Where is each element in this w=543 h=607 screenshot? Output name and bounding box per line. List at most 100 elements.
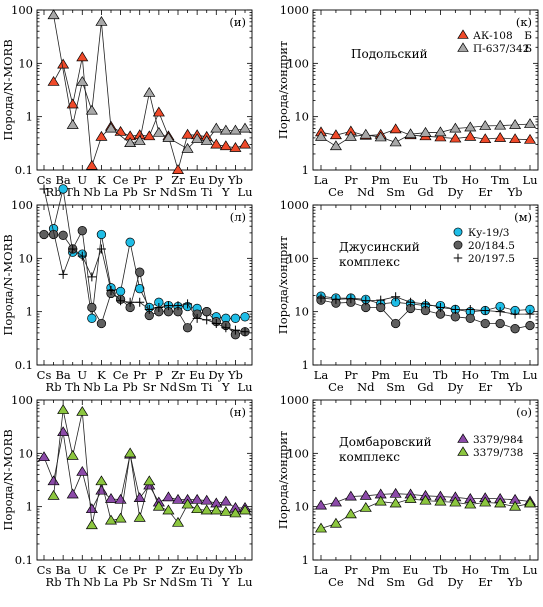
x-tick-label: Lu: [237, 185, 252, 199]
data-point: [480, 318, 490, 329]
plot-frame: [36, 399, 253, 561]
series-m-3: [316, 292, 535, 319]
x-tick-label: Lu: [522, 368, 537, 382]
x-tick-label: Ce: [328, 185, 344, 199]
data-point: [143, 475, 156, 486]
x-tick-label: Lu: [237, 575, 252, 589]
x-tick-label: Sm: [386, 575, 405, 589]
y-tick-label: 0.1: [15, 553, 33, 567]
data-point: [374, 495, 387, 506]
series-i-1: [47, 51, 252, 174]
data-point: [210, 138, 223, 149]
x-tick-label: Eu: [189, 368, 205, 382]
y-tick-label: 10: [18, 446, 33, 460]
x-tick-label: Lu: [522, 173, 537, 187]
data-point: [144, 304, 154, 314]
x-tick-label: Th: [65, 380, 81, 394]
x-tick-label: Yb: [507, 185, 523, 199]
data-point: [219, 495, 232, 506]
x-tick-label: U: [77, 368, 87, 382]
series-o-1: [314, 487, 537, 510]
x-tick-label: Eu: [403, 173, 419, 187]
x-tick-label: Zr: [171, 368, 185, 382]
x-tick-label: Tm: [491, 368, 510, 382]
x-tick-label: Pb: [123, 575, 138, 589]
panel-m: 1000 100 10 1 La Pr Pm Eu Tb Ho Tm Lu Ce Nd Sm Gd Dy Er Yb…: [276, 198, 539, 394]
x-tick-label: Dy: [447, 380, 463, 394]
data-point: [163, 301, 173, 311]
data-point: [344, 508, 357, 519]
panel-o: 1000 100 10 1 La Pr Pm Eu Tb Ho Tm Lu Ce Nd Sm Gd Dy Er Yb…: [276, 393, 539, 589]
x-tick-label: Pr: [133, 563, 147, 577]
x-tick-label: Ho: [462, 173, 479, 187]
data-point: [104, 493, 118, 503]
data-point: [221, 323, 231, 333]
x-tick-label: Ti: [201, 575, 213, 589]
legend-marker: [457, 42, 469, 52]
x-tick-label: Yb: [507, 575, 523, 589]
y-axis-label: Порода/N-MORB: [1, 429, 15, 530]
x-tick-label: Nd: [357, 380, 375, 394]
x-tick-label: La: [314, 368, 329, 382]
data-point: [133, 511, 146, 522]
data-point: [316, 293, 326, 303]
data-point: [495, 318, 505, 329]
legend-entry: 3379/984: [457, 433, 524, 446]
data-point: [238, 122, 252, 133]
data-point: [509, 119, 522, 129]
data-point: [494, 497, 507, 508]
legend-code: Б: [524, 43, 532, 55]
data-point: [77, 226, 87, 236]
data-point: [229, 141, 242, 152]
x-tick-label: Eu: [189, 173, 205, 187]
panel-label: (л): [230, 210, 246, 224]
x-tick-label: Ho: [462, 368, 479, 382]
x-tick-label: Ti: [201, 185, 213, 199]
data-point: [152, 106, 165, 117]
y-tick-label: 1000: [280, 393, 309, 407]
data-point: [480, 306, 490, 316]
x-tick-label: Pb: [123, 185, 138, 199]
x-tick-label: Nb: [83, 185, 100, 199]
data-point: [77, 251, 87, 261]
data-point: [464, 498, 477, 509]
data-point: [58, 269, 68, 279]
x-tick-label: Eu: [403, 563, 419, 577]
data-point: [210, 122, 223, 133]
y-tick-label: 100: [11, 198, 33, 212]
x-tick-label: Dy: [208, 368, 224, 382]
data-point: [346, 294, 356, 304]
data-point: [406, 297, 416, 307]
x-tick-label: Rb: [46, 185, 62, 199]
panel-label: (о): [516, 405, 532, 419]
y-tick-label: 10: [294, 110, 309, 124]
data-point: [47, 475, 60, 486]
x-tick-label: Yb: [227, 173, 243, 187]
legend-marker: [453, 240, 463, 250]
data-point: [191, 133, 204, 144]
x-tick-label: Pr: [344, 563, 358, 577]
data-point: [510, 309, 520, 319]
data-point: [183, 299, 193, 309]
x-tick-label: Sm: [178, 575, 197, 589]
data-point: [421, 299, 430, 309]
data-point: [479, 133, 492, 144]
legend-entry: 20/184.5: [453, 240, 515, 252]
data-point: [219, 124, 232, 135]
x-tick-label: Cs: [37, 368, 52, 382]
y-axis-label: Порода/хондрит: [276, 41, 290, 140]
x-tick-label: Eu: [189, 563, 205, 577]
x-tick-label: Pm: [371, 368, 390, 382]
data-point: [85, 503, 98, 514]
data-point: [210, 504, 223, 515]
panel-i: 100 10 1 0.1 Cs Ba U K Ce Pr P Zr Eu Dy Yb Rb Th Nb La Pb Sr…: [1, 3, 253, 199]
data-point: [219, 505, 232, 516]
x-tick-label: Ce: [328, 575, 344, 589]
data-point: [114, 125, 127, 136]
data-point: [449, 496, 462, 507]
data-point: [76, 75, 89, 86]
data-point: [464, 130, 477, 141]
data-point: [47, 9, 60, 20]
data-point: [37, 451, 51, 462]
